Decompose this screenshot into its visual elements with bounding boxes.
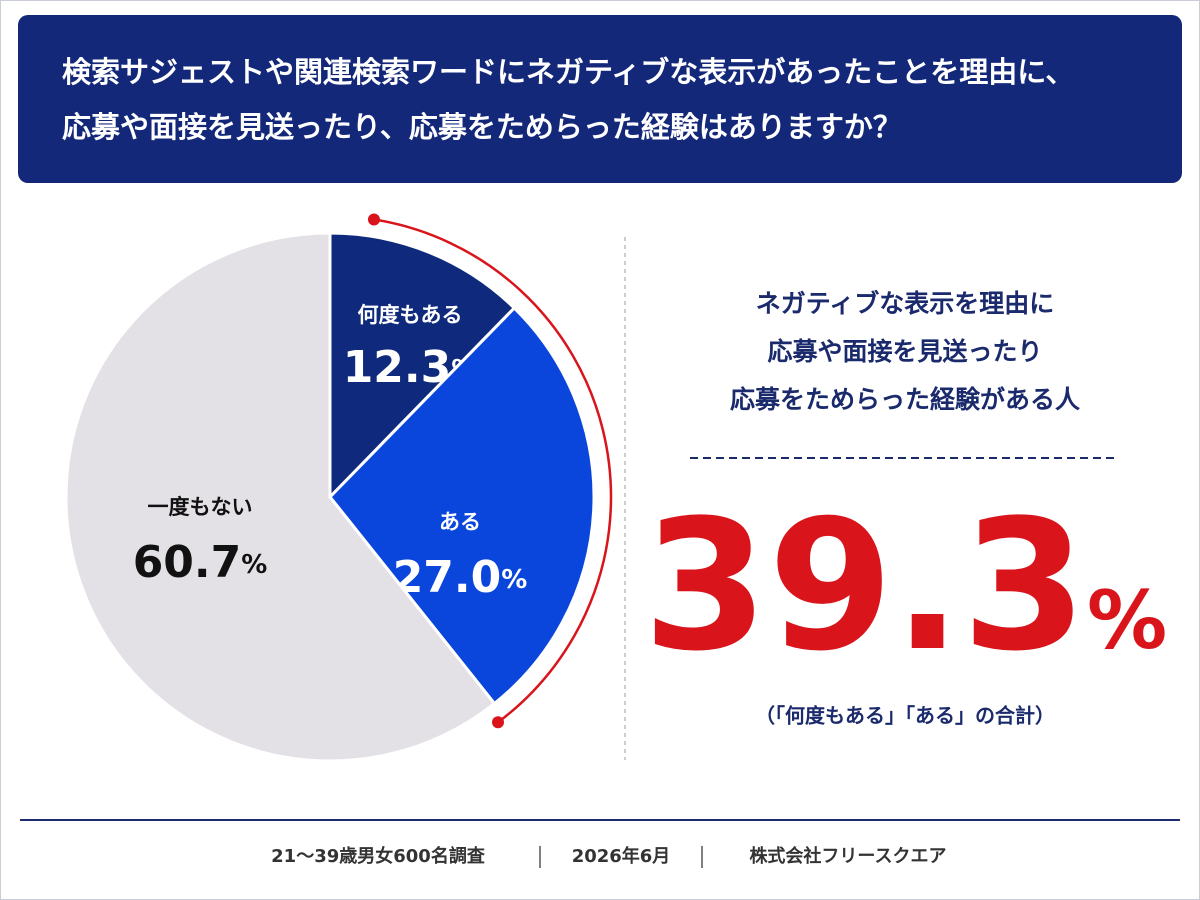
slice-category: ある (439, 510, 481, 534)
callout-value: 39.3% (643, 482, 1167, 691)
slice-value-label: 12.3% (343, 342, 478, 393)
title-line: 検索サジェストや関連検索ワードにネガティブな表示があったことを理由に、 (62, 55, 1074, 89)
callout-line: 応募をためらった経験がある人 (730, 385, 1080, 414)
footer-item: 21～39歳男女600名調査 (271, 845, 485, 867)
slice-category: 一度もない (148, 495, 253, 519)
callout-line: ネガティブな表示を理由に (756, 289, 1055, 318)
callout-note: （「何度もある」「ある」の合計） (755, 704, 1055, 728)
pie-slice (328, 231, 517, 501)
footer-item: 2026年6月 (572, 845, 671, 867)
header-box (18, 15, 1182, 183)
arc-end-dot (492, 716, 505, 729)
callout-arc (373, 218, 613, 724)
pie-slice (64, 231, 497, 763)
slice-value-label: 27.0% (393, 552, 528, 603)
arc-end-dot (367, 213, 380, 226)
slice-value-label: 60.7% (133, 537, 268, 588)
title-line: 応募や面接を見送ったり、応募をためらった経験はありますか？ (62, 110, 902, 144)
pie-slice (328, 305, 596, 706)
footer-item: 株式会社フリースクエア (749, 845, 946, 867)
callout-line: 応募や面接を見送ったり (767, 337, 1042, 366)
slice-category: 何度もある (358, 303, 463, 327)
